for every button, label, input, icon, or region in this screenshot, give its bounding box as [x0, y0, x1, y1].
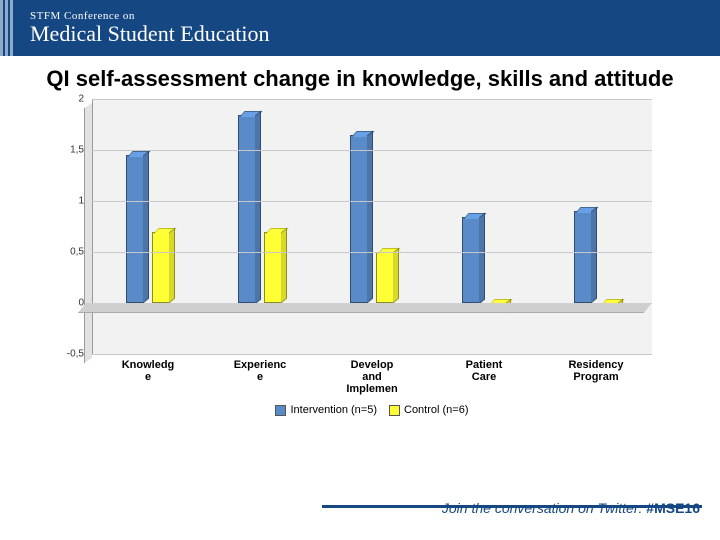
gridline: [92, 354, 652, 355]
footer-prefix: Join the conversation on Twitter:: [442, 500, 646, 516]
plot-3d-side: [84, 103, 92, 363]
bar-1-1: [264, 232, 282, 303]
legend-item: Control (n=6): [389, 404, 469, 416]
x-category-label: Experience: [204, 359, 316, 395]
header-accent-bars: [0, 0, 13, 56]
y-tick-label: 2: [42, 94, 84, 105]
x-category-label: Knowledge: [92, 359, 204, 395]
bar-0-2: [350, 135, 368, 303]
gridline: [92, 201, 652, 202]
bar-chart: KnowledgeExperienceDevelopandImplemenPat…: [42, 99, 678, 429]
plot-3d-floor: [78, 303, 652, 313]
legend-swatch: [389, 405, 400, 416]
y-tick-label: -0,5: [42, 349, 84, 360]
bar-0-3: [462, 217, 480, 304]
bar-1-0: [152, 232, 170, 303]
y-tick-label: 0,5: [42, 247, 84, 258]
footer-rule: [322, 505, 702, 508]
chart-legend: Intervention (n=5) Control (n=6): [92, 404, 652, 419]
gridline: [92, 150, 652, 151]
slide-footer: Join the conversation on Twitter: #MSE16: [0, 488, 720, 540]
legend-label: Control (n=6): [404, 404, 469, 416]
legend-label: Intervention (n=5): [290, 404, 377, 416]
bar-0-1: [238, 115, 256, 304]
header-line2: Medical Student Education: [30, 22, 270, 45]
y-tick-label: 1,5: [42, 145, 84, 156]
bar-0-4: [574, 211, 592, 303]
x-category-label: DevelopandImplemen: [316, 359, 428, 395]
gridline: [92, 99, 652, 100]
footer-text: Join the conversation on Twitter: #MSE16: [442, 500, 700, 516]
y-tick-label: 0: [42, 298, 84, 309]
footer-hashtag: #MSE16: [646, 500, 700, 516]
y-tick-label: 1: [42, 196, 84, 207]
legend-swatch: [275, 405, 286, 416]
gridline: [92, 252, 652, 253]
slide-title: QI self-assessment change in knowledge, …: [0, 56, 720, 95]
bar-1-2: [376, 252, 394, 303]
conference-header: STFM Conference on Medical Student Educa…: [0, 0, 720, 56]
x-category-label: PatientCare: [428, 359, 540, 395]
x-category-label: ResidencyProgram: [540, 359, 652, 395]
bars-layer: [92, 99, 652, 354]
bar-0-0: [126, 155, 144, 303]
legend-item: Intervention (n=5): [275, 404, 377, 416]
x-axis-labels: KnowledgeExperienceDevelopandImplemenPat…: [92, 359, 652, 395]
